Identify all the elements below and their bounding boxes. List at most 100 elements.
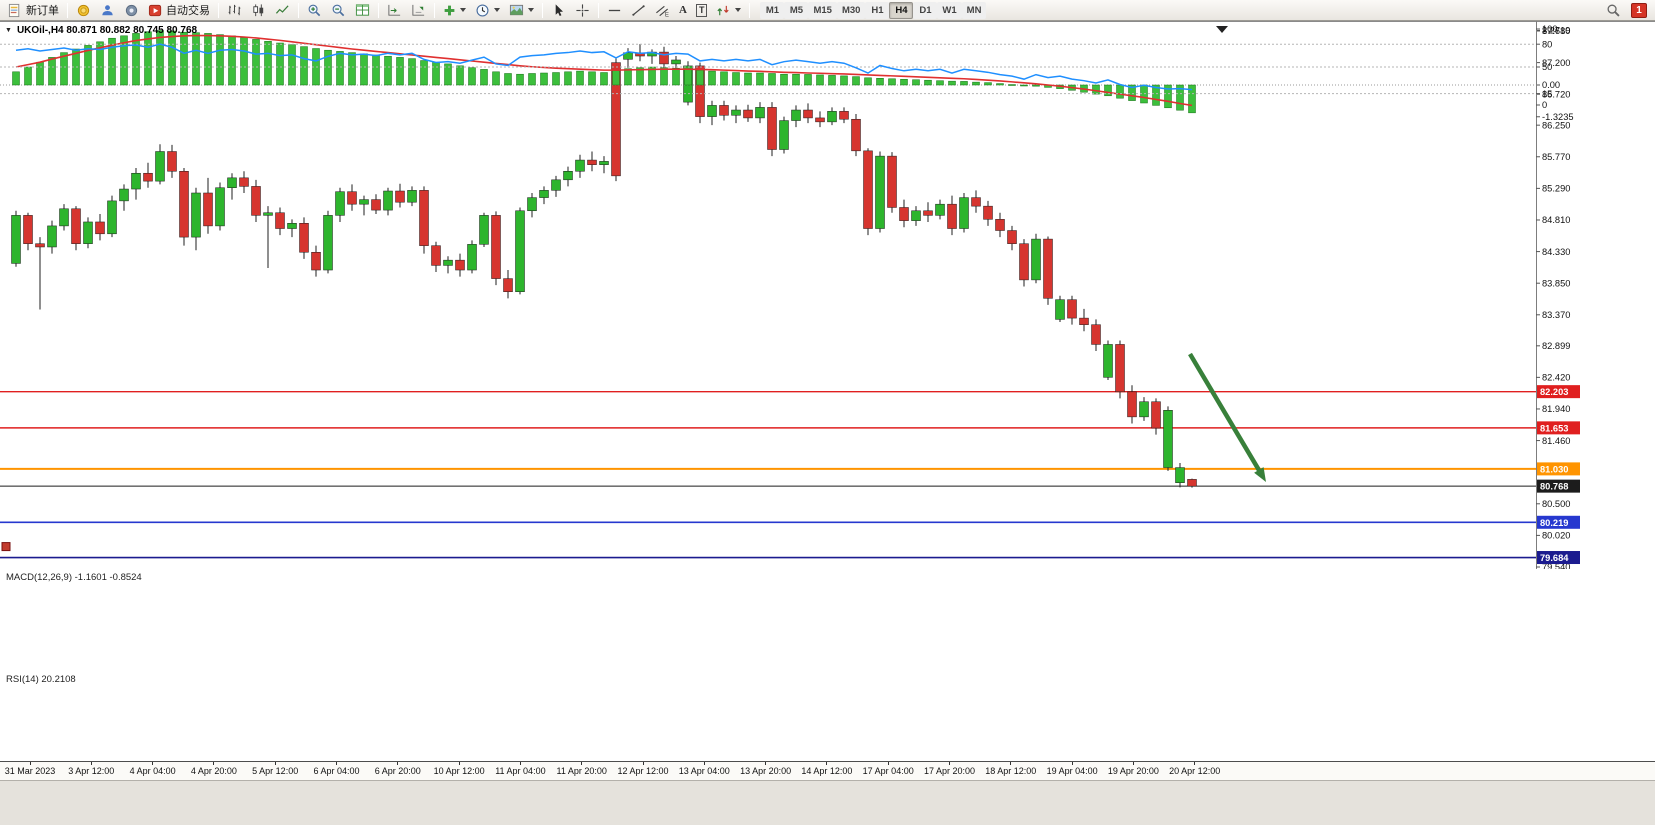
equidistant-channel-icon: E <box>656 5 669 18</box>
candlestick-chart-button[interactable] <box>247 1 270 19</box>
search-button[interactable] <box>1602 1 1625 19</box>
auto-scroll-button[interactable] <box>383 1 406 19</box>
chart-header: ▼ UKOil-,H4 80.871 80.882 80.745 80.768 <box>5 25 197 36</box>
timeframe-m30[interactable]: M30 <box>836 1 866 19</box>
chart-window: 87.680 87.200 86.720 86.250 85.770 85.290 84.8… <box>0 21 1655 825</box>
main-chart-canvas[interactable]: 87.680 87.200 86.720 86.250 85.770 85.290 84.8… <box>0 21 1655 569</box>
time-label: 17 Apr 04:00 <box>862 766 914 776</box>
crosshair-tool-button[interactable] <box>571 1 594 19</box>
zoom-in-button[interactable] <box>303 1 326 19</box>
time-tick <box>397 762 399 765</box>
auto-trading-button[interactable]: 自动交易 <box>144 1 214 19</box>
timeframe-mn[interactable]: MN <box>961 1 987 19</box>
time-tick <box>1071 762 1073 765</box>
text-label-tool-button[interactable]: T <box>692 1 712 19</box>
time-label: 4 Apr 04:00 <box>129 766 176 776</box>
arrows-tool-button[interactable] <box>712 1 745 19</box>
time-axis[interactable]: 31 Mar 2023 3 Apr 12:00 4 Apr 04:00 4 Apr 2… <box>0 761 1655 780</box>
toolbar-separator <box>378 2 379 18</box>
chart-shift-icon <box>412 4 425 16</box>
notification-badge[interactable]: 1 <box>1631 2 1647 18</box>
time-label: 5 Apr 12:00 <box>252 766 299 776</box>
cursor-tool-button[interactable] <box>547 1 570 19</box>
chevron-down-icon <box>494 8 500 12</box>
chart-shift-button[interactable] <box>407 1 430 19</box>
svg-text:81.653: 81.653 <box>1540 423 1568 433</box>
rsi-canvas[interactable]: 100 80 50 150 <box>0 21 1655 111</box>
timeframe-m15[interactable]: M15 <box>808 1 837 19</box>
timeframe-h1[interactable]: H1 <box>865 1 890 19</box>
svg-text:82.899: 82.899 <box>1542 341 1570 351</box>
svg-text:80.500: 80.500 <box>1542 499 1570 509</box>
time-tick <box>336 762 337 765</box>
main-toolbar: 新订单 自动交易 <box>0 0 1655 21</box>
timeframe-h4[interactable]: H4 <box>889 1 914 19</box>
text-tool-label: A <box>679 4 687 16</box>
time-tick <box>274 762 276 765</box>
templates-button[interactable] <box>505 1 538 19</box>
time-tick <box>642 762 644 765</box>
horizontal-line-icon <box>608 9 621 11</box>
auto-trading-label: 自动交易 <box>166 5 210 17</box>
toolbar-separator <box>434 2 435 18</box>
svg-text:79.540: 79.540 <box>1542 562 1570 569</box>
svg-text:83.370: 83.370 <box>1542 310 1570 320</box>
new-chart-button[interactable] <box>439 1 470 19</box>
channel-tool-button[interactable]: E <box>651 1 674 19</box>
svg-text:79.684: 79.684 <box>1540 553 1569 563</box>
user-icon <box>102 4 113 15</box>
candlestick-chart-icon <box>253 3 264 16</box>
text-tool-button[interactable]: A <box>675 1 691 19</box>
timeframe-m1[interactable]: M1 <box>760 1 785 19</box>
time-label: 19 Apr 20:00 <box>1107 766 1159 776</box>
bar-chart-button[interactable] <box>223 1 246 19</box>
time-tick <box>826 762 828 765</box>
time-label: 13 Apr 20:00 <box>740 766 792 776</box>
new-order-icon <box>8 3 20 17</box>
chevron-down-icon <box>528 8 534 12</box>
one-click-trading-toggle-icon[interactable]: ▼ <box>5 27 12 34</box>
time-tick <box>949 762 950 765</box>
periods-button[interactable] <box>471 1 504 19</box>
time-label: 12 Apr 12:00 <box>617 766 669 776</box>
svg-text:-1.3235: -1.3235 <box>1542 112 1574 122</box>
profile-button[interactable] <box>96 1 119 19</box>
timeframe-m5[interactable]: M5 <box>784 1 809 19</box>
svg-text:80: 80 <box>1542 39 1552 49</box>
svg-text:85.770: 85.770 <box>1542 152 1570 162</box>
tile-windows-button[interactable] <box>351 1 374 19</box>
time-tick <box>887 762 889 765</box>
svg-text:0.00: 0.00 <box>1542 80 1560 90</box>
trendline-icon <box>632 4 645 16</box>
svg-text:80.020: 80.020 <box>1542 531 1570 541</box>
toolbar-right-zone: 1 <box>1602 1 1651 19</box>
rsi-indicator-label: RSI(14) 20.2108 <box>6 674 76 685</box>
auto-scroll-icon <box>388 4 401 16</box>
time-tick <box>1132 762 1134 765</box>
macd-canvas[interactable]: 2.2719 0.00 -1.3235 <box>0 21 1655 123</box>
community-button[interactable] <box>120 1 143 19</box>
time-label: 17 Apr 20:00 <box>923 766 976 776</box>
trendline-tool-button[interactable] <box>627 1 650 19</box>
line-chart-button[interactable] <box>271 1 294 19</box>
svg-text:E: E <box>665 11 669 17</box>
time-tick <box>1010 762 1012 765</box>
new-order-button[interactable]: 新订单 <box>4 1 63 19</box>
svg-text:84.330: 84.330 <box>1542 247 1570 257</box>
timeframe-d1[interactable]: D1 <box>913 1 938 19</box>
market-button[interactable] <box>72 1 95 19</box>
zoom-out-icon <box>332 4 345 16</box>
line-chart-icon <box>275 4 289 14</box>
time-label: 10 Apr 12:00 <box>433 766 485 776</box>
gold-coin-icon <box>77 4 90 16</box>
horizontal-line-tool-button[interactable] <box>603 1 626 19</box>
search-icon <box>1607 4 1620 17</box>
crosshair-icon <box>576 3 589 17</box>
auto-trading-icon <box>148 4 162 16</box>
time-label: 6 Apr 20:00 <box>374 766 421 776</box>
svg-text:15: 15 <box>1542 89 1552 99</box>
macd-indicator-label: MACD(12,26,9) -1.1601 -0.8524 <box>6 572 142 583</box>
zoom-out-button[interactable] <box>327 1 350 19</box>
svg-text:83.850: 83.850 <box>1542 278 1570 288</box>
svg-text:2.2719: 2.2719 <box>1542 26 1570 36</box>
